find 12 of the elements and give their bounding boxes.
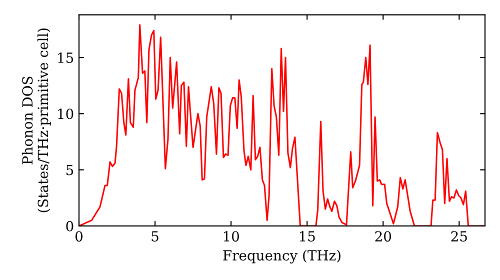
x-tick-label: 10 — [224, 231, 239, 242]
x-tick-label: 20 — [375, 231, 392, 242]
y-tick-label: 10 — [58, 108, 74, 120]
x-tick-label: 5 — [152, 231, 158, 242]
x-tick-label: 15 — [300, 231, 315, 242]
x-tick-label: 25 — [451, 231, 467, 242]
x-axis-title: Frequency (THz) — [223, 250, 340, 264]
x-tick-label: 0 — [75, 231, 82, 242]
y-tick-label: 0 — [66, 220, 74, 232]
y-tick-label: 15 — [58, 52, 74, 63]
y-axis-title: Phonon DOS (States/THz·primitive cell) — [22, 28, 51, 212]
y-tick-label: 5 — [66, 164, 74, 176]
